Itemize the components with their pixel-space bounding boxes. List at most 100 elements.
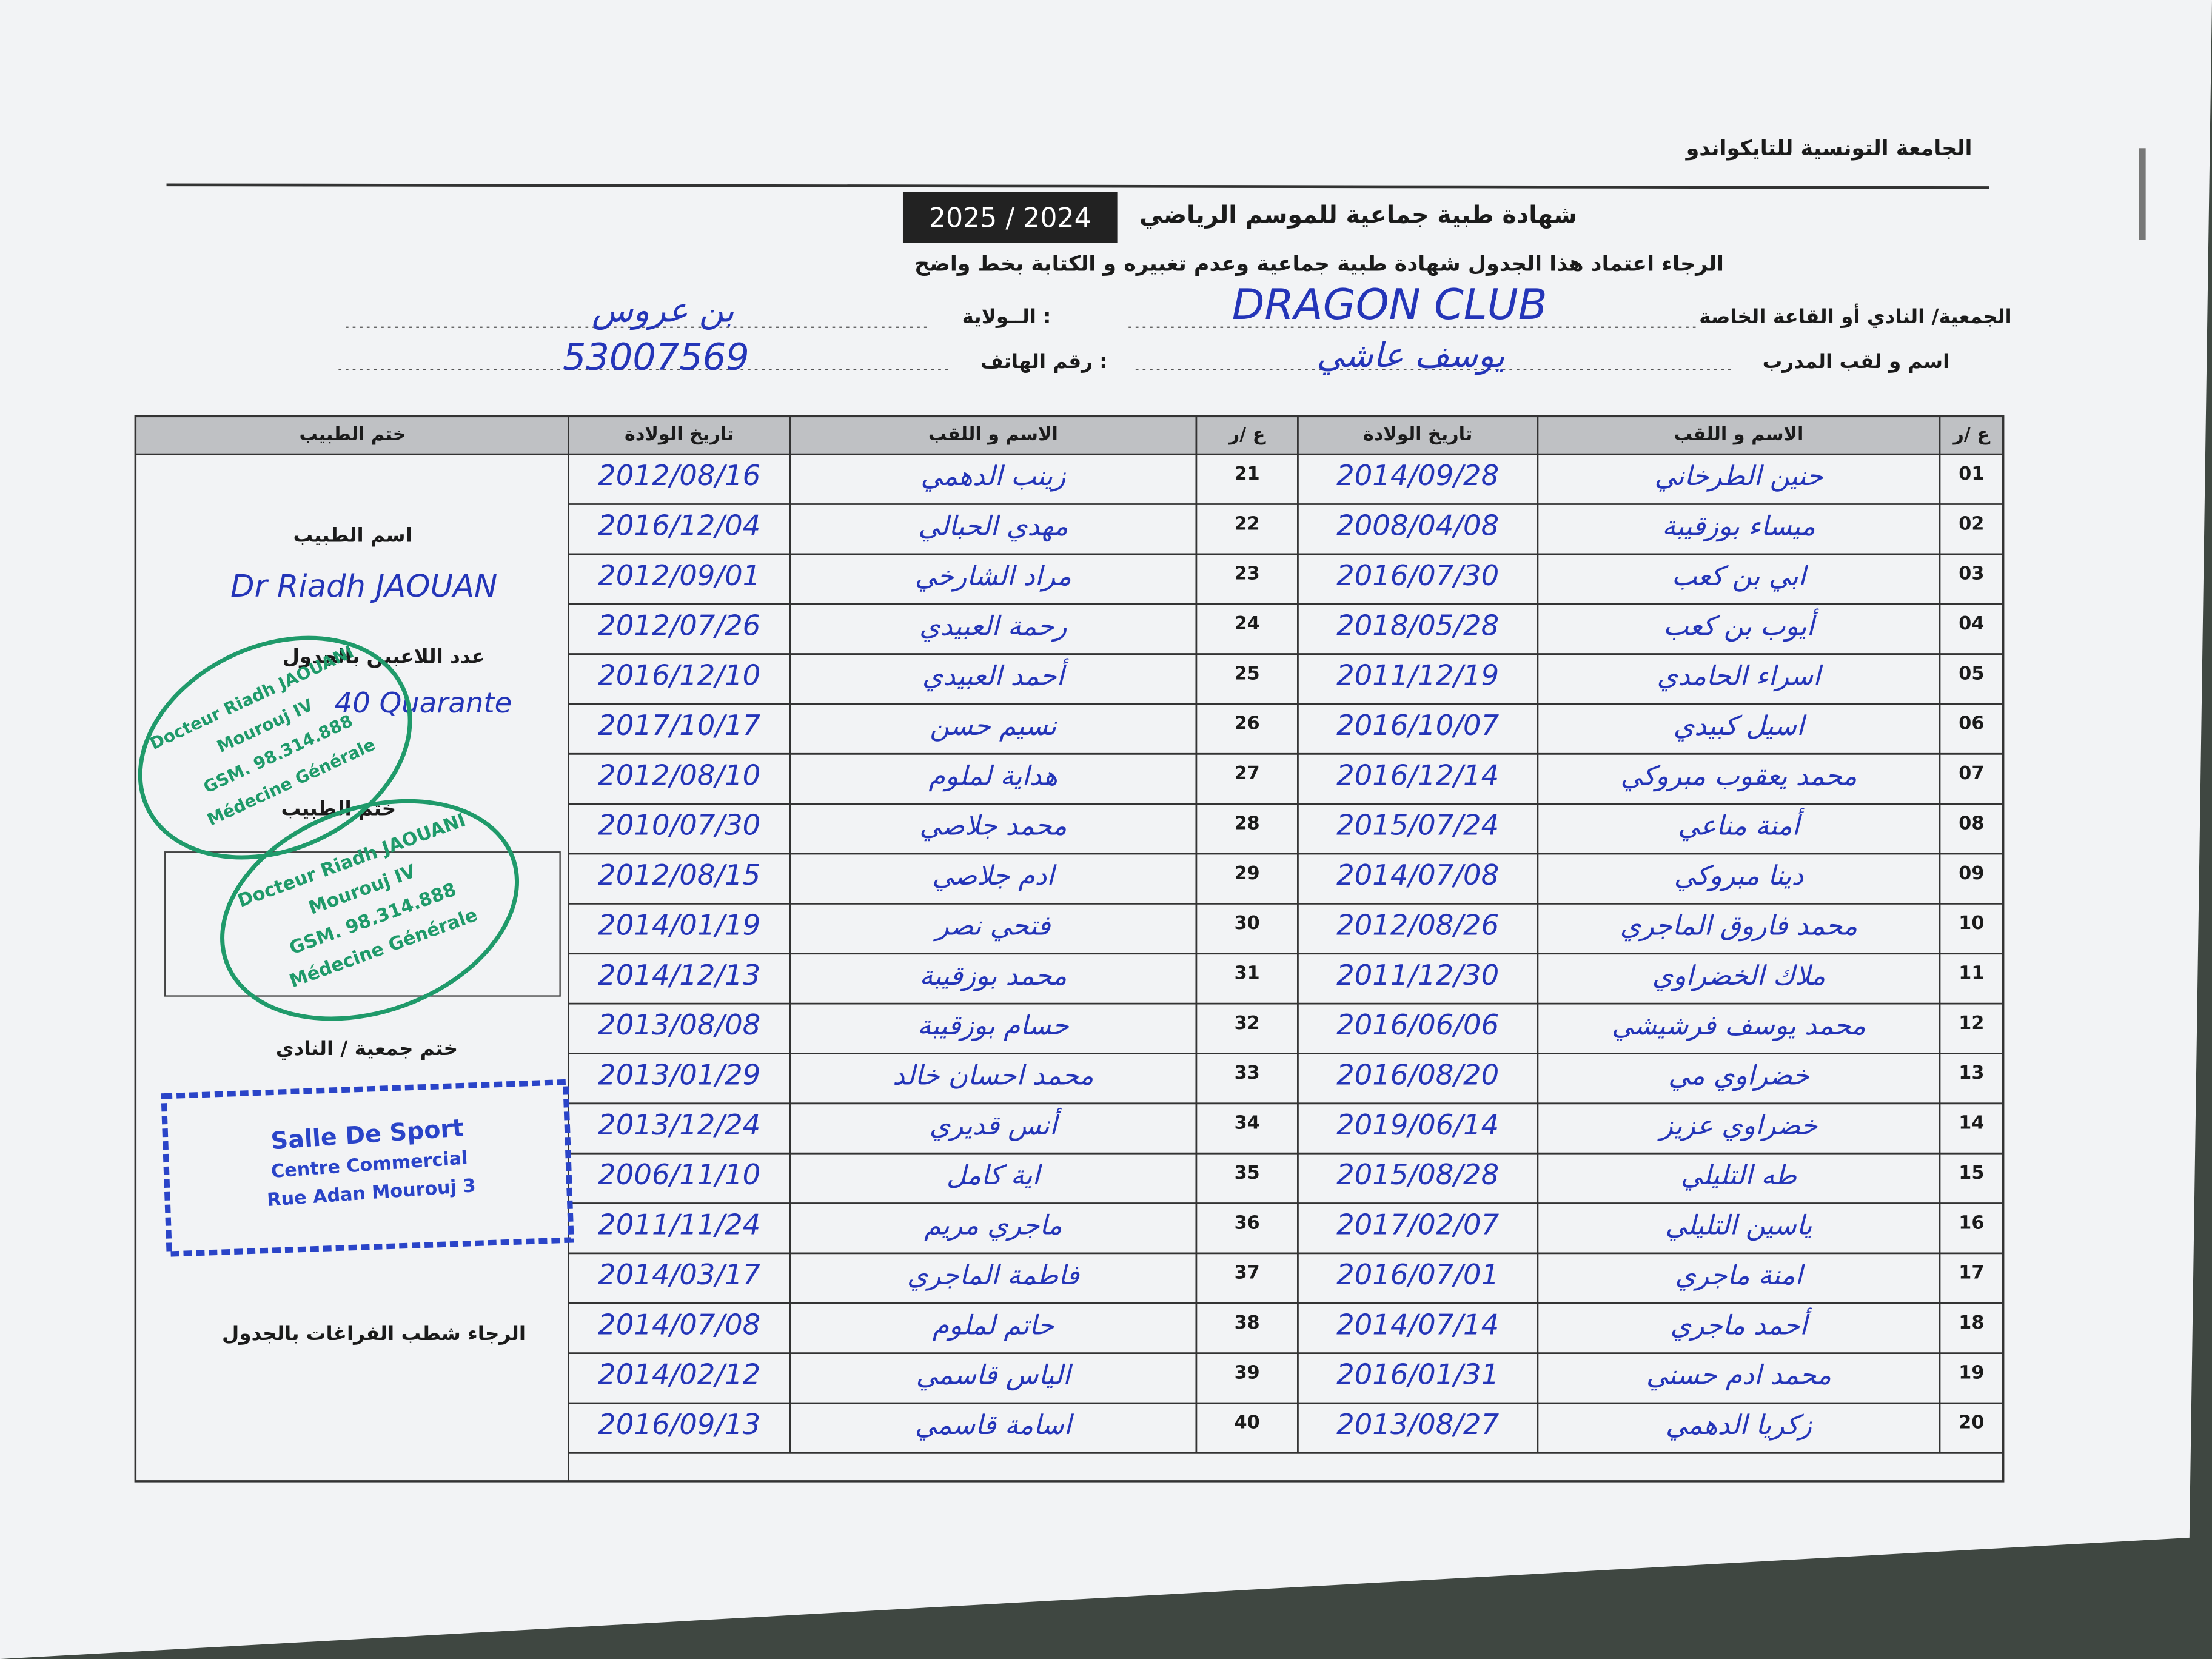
row-number: 18 xyxy=(1959,1312,1984,1333)
birth-date: 2012/08/10 xyxy=(598,759,760,791)
club: DRAGON CLUB xyxy=(1232,280,1547,329)
birth-date: 2014/07/14 xyxy=(1336,1308,1499,1341)
birth-date: 2014/07/08 xyxy=(598,1308,760,1341)
row-number: 23 xyxy=(1235,563,1260,585)
header-name: الاسم و اللقب xyxy=(1674,424,1803,445)
row-number: 22 xyxy=(1235,513,1260,534)
row-number: 21 xyxy=(1235,463,1260,484)
header-number: ع /ر xyxy=(1952,424,1991,445)
row-number: 29 xyxy=(1235,863,1260,884)
player-name: اية كامل xyxy=(947,1160,1043,1191)
birth-date: 2012/08/26 xyxy=(1336,908,1499,941)
row-number: 15 xyxy=(1959,1162,1984,1184)
birth-date: 2012/08/16 xyxy=(598,459,760,492)
header-birth: تاريخ الولادة xyxy=(625,424,734,445)
row-number: 31 xyxy=(1235,962,1260,984)
birth-date: 2016/12/14 xyxy=(1336,759,1499,791)
player-name: ابي بن كعب xyxy=(1672,561,1809,592)
footer-note: الرجاء شطب الفراغات بالجدول xyxy=(222,1322,526,1345)
birth-date: 2019/06/14 xyxy=(1336,1108,1499,1141)
player-name: دينا مبروكي xyxy=(1674,860,1804,891)
wilaya-label: الــولاية : xyxy=(962,305,1051,328)
header-birth: تاريخ الولادة xyxy=(1363,424,1472,445)
staple xyxy=(2139,148,2146,240)
player-name: طه التليلي xyxy=(1681,1160,1797,1191)
birth-date: 2015/07/24 xyxy=(1336,809,1499,842)
row-number: 24 xyxy=(1235,613,1260,634)
row-number: 07 xyxy=(1959,763,1984,784)
row-number: 34 xyxy=(1235,1113,1260,1134)
row-number: 28 xyxy=(1235,813,1260,834)
row-number: 06 xyxy=(1959,713,1984,734)
doctor-stamp-label: ختم الطبيب xyxy=(281,797,396,820)
birth-date: 2014/02/12 xyxy=(598,1358,760,1391)
player-name: اسراء الحامدي xyxy=(1657,661,1823,692)
stamp-ring xyxy=(220,799,520,1021)
player-name: محمد يوسف فرشيشي xyxy=(1612,1010,1866,1041)
birth-date: 2010/07/30 xyxy=(598,809,760,842)
row-number: 38 xyxy=(1235,1312,1260,1333)
birth-date: 2014/03/17 xyxy=(598,1258,761,1291)
birth-date: 2016/01/31 xyxy=(1336,1358,1499,1391)
birth-date: 2011/12/19 xyxy=(1336,659,1499,692)
row-number: 39 xyxy=(1235,1362,1260,1383)
player-name: رحمة العبيدي xyxy=(919,611,1067,642)
player-name: ياسين التليلي xyxy=(1665,1210,1812,1241)
header-number: ع /ر xyxy=(1228,424,1266,445)
birth-date: 2014/09/28 xyxy=(1336,459,1499,492)
player-name: حسام بوزقيبة xyxy=(917,1010,1069,1041)
row-number: 12 xyxy=(1959,1013,1984,1034)
player-name: اسامة قاسمي xyxy=(915,1410,1074,1441)
row-number: 02 xyxy=(1959,513,1984,534)
birth-date: 2008/04/08 xyxy=(1336,509,1499,542)
row-number: 25 xyxy=(1235,663,1260,684)
birth-date: 2012/09/01 xyxy=(598,559,760,592)
birth-date: 2016/07/01 xyxy=(1336,1258,1499,1291)
stamp-frame xyxy=(161,1079,574,1257)
birth-date: 2017/10/17 xyxy=(598,709,761,742)
row-number: 17 xyxy=(1959,1262,1984,1284)
player-name: امنة ماجري xyxy=(1675,1260,1805,1291)
header-stamp: ختم الطبيب xyxy=(300,424,406,445)
player-name: محمد ادم حسني xyxy=(1646,1360,1831,1391)
club-stamp-label: ختم جمعية / النادي xyxy=(276,1037,458,1060)
player-name: زينب الدهمي xyxy=(920,461,1066,492)
player-name: مراد الشارخي xyxy=(915,561,1071,592)
player-name: أمنة مناعي xyxy=(1678,808,1805,842)
row-number: 35 xyxy=(1235,1162,1260,1184)
player-name: خضراوي مي xyxy=(1668,1061,1809,1091)
birth-date: 2018/05/28 xyxy=(1336,609,1499,642)
birth-date: 2015/08/28 xyxy=(1336,1158,1499,1191)
player-name: نسيم حسن xyxy=(930,711,1057,742)
birth-date: 2011/12/30 xyxy=(1336,959,1499,991)
row-number: 03 xyxy=(1959,563,1984,585)
coach: يوسف عاشي xyxy=(1316,336,1504,375)
player-name: اسيل كبيدي xyxy=(1674,711,1807,742)
stamp-box xyxy=(164,851,561,997)
player-name: ادم جلاصي xyxy=(932,860,1057,891)
player-name: أحمد العبيدي xyxy=(922,658,1070,692)
birth-date: 2013/08/08 xyxy=(598,1008,760,1041)
row-number: 05 xyxy=(1959,663,1984,684)
row-number: 09 xyxy=(1959,863,1984,884)
player-name: حاتم لملوم xyxy=(933,1310,1054,1341)
player-name: محمد يعقوب مبروكي xyxy=(1620,760,1857,791)
row-number: 14 xyxy=(1959,1113,1984,1134)
row-number: 04 xyxy=(1959,613,1984,634)
stamp-ring xyxy=(138,635,412,860)
birth-date: 2012/07/26 xyxy=(598,609,760,642)
doctor-name-label: اسم الطبيب xyxy=(293,523,412,546)
row-number: 37 xyxy=(1235,1262,1260,1284)
player-name: مهدي الحبالي xyxy=(918,511,1068,542)
player-name: محمد احسان خالد xyxy=(893,1061,1093,1091)
birth-date: 2016/09/13 xyxy=(598,1408,760,1441)
player-name: فاطمة الماجري xyxy=(907,1260,1080,1291)
player-name: محمد جلاصي xyxy=(919,811,1067,842)
row-number: 30 xyxy=(1235,913,1260,934)
birth-date: 2016/06/06 xyxy=(1336,1008,1499,1041)
player-name: أنس قديري xyxy=(930,1107,1062,1141)
player-name: ماجري مريم xyxy=(924,1210,1062,1241)
